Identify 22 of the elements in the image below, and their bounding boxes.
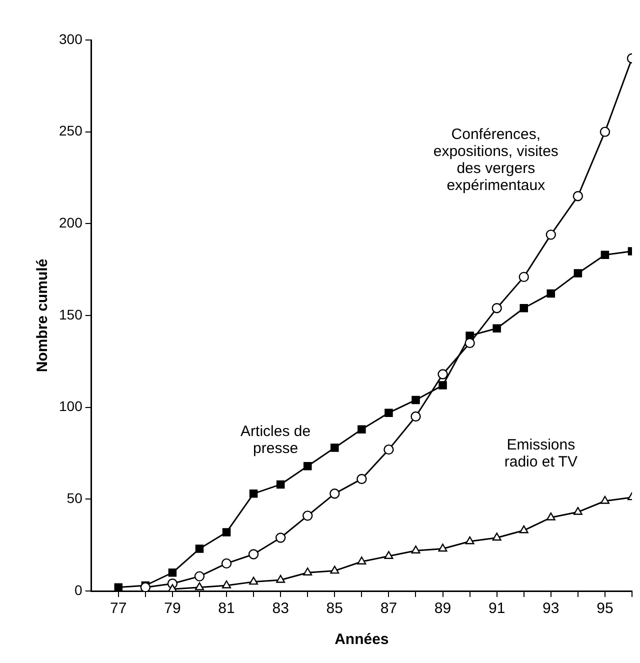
x-tick-label: 81 — [218, 600, 235, 618]
x-tick-label: 83 — [272, 600, 289, 618]
x-tick-label: 93 — [542, 600, 560, 618]
x-tick-label: 77 — [110, 600, 127, 618]
series-label: Conférences, expositions, visites des vergers expérimentaux — [433, 126, 558, 194]
y-tick-label: 150 — [59, 306, 83, 322]
x-tick-label: 79 — [164, 600, 181, 618]
x-tick-label: 89 — [434, 600, 452, 618]
x-axis-title: Années — [334, 631, 389, 648]
series-label: Articles de presse — [240, 422, 311, 457]
x-tick-label: 91 — [488, 600, 506, 618]
x-tick-label: 95 — [596, 600, 614, 618]
x-tick-label: 87 — [380, 600, 398, 618]
y-tick-label: 300 — [59, 30, 83, 47]
text: Emissions radio et TV — [504, 436, 578, 471]
y-tick-label: 100 — [59, 398, 83, 414]
y-tick-label: 50 — [66, 490, 83, 506]
y-axis-title: Nombre cumulé — [34, 258, 52, 372]
y-tick-label: 200 — [59, 214, 83, 231]
x-tick-label: 85 — [326, 600, 343, 618]
y-tick-label: 0 — [74, 582, 83, 598]
y-tick-label: 250 — [59, 122, 83, 139]
